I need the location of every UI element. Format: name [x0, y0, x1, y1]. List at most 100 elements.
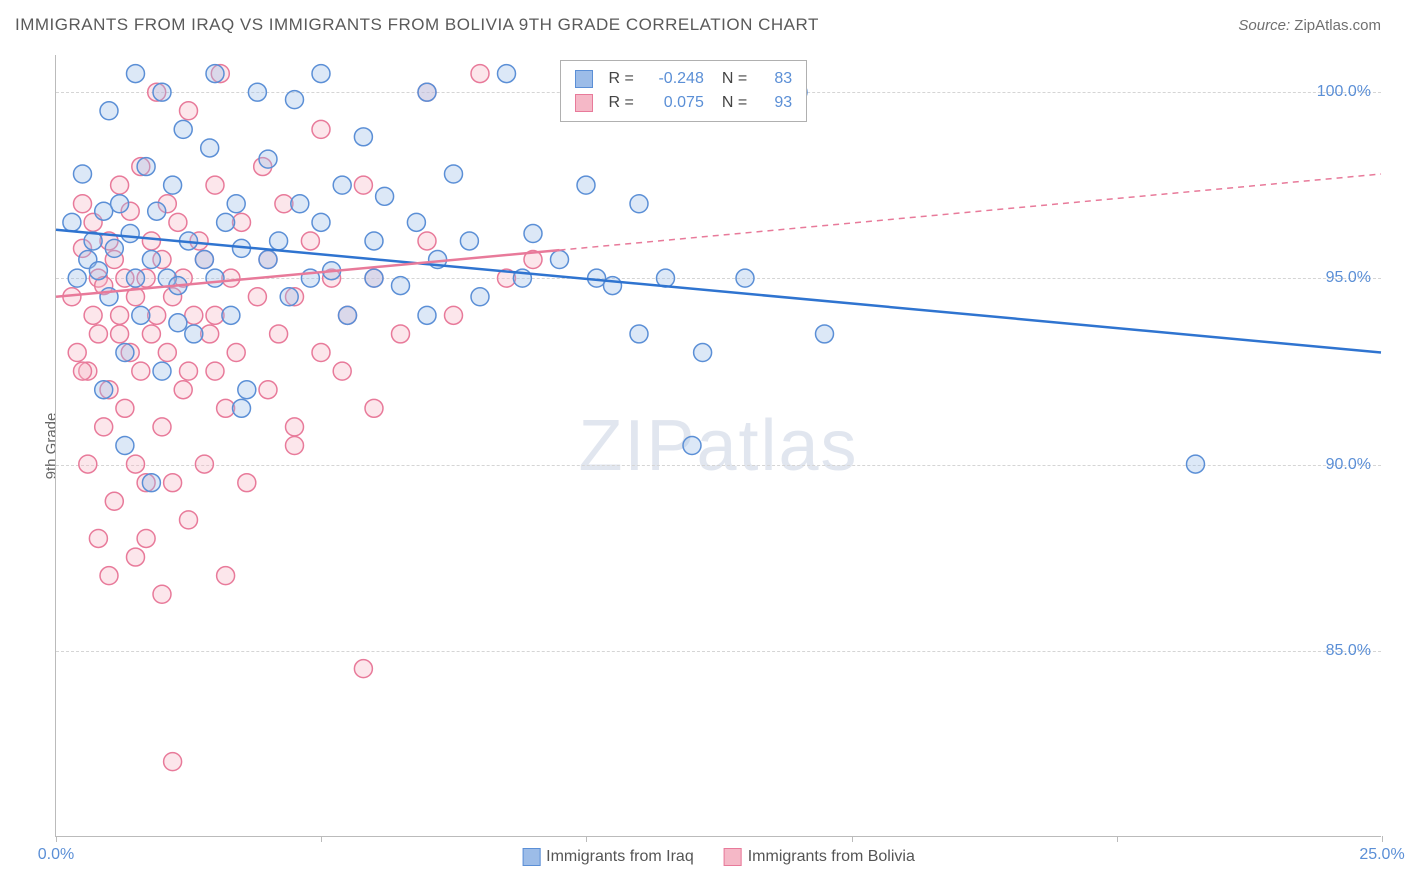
data-point: [100, 102, 118, 120]
data-point: [270, 232, 288, 250]
trend-line: [560, 174, 1382, 250]
data-point: [206, 176, 224, 194]
data-point: [195, 251, 213, 269]
data-point: [206, 269, 224, 287]
data-point: [816, 325, 834, 343]
data-point: [312, 213, 330, 231]
x-tick-mark: [56, 836, 57, 842]
data-point: [84, 306, 102, 324]
data-point: [248, 288, 266, 306]
data-point: [74, 362, 92, 380]
legend-swatch: [575, 94, 593, 112]
data-point: [116, 399, 134, 417]
data-point: [127, 548, 145, 566]
x-tick-mark: [321, 836, 322, 842]
data-point: [74, 195, 92, 213]
data-point: [132, 362, 150, 380]
data-point: [164, 753, 182, 771]
data-point: [105, 492, 123, 510]
x-tick-mark: [586, 836, 587, 842]
data-point: [376, 187, 394, 205]
data-point: [142, 232, 160, 250]
legend-item: Immigrants from Bolivia: [724, 848, 915, 866]
data-point: [291, 195, 309, 213]
data-point: [238, 474, 256, 492]
data-point: [127, 269, 145, 287]
data-point: [116, 437, 134, 455]
data-point: [445, 306, 463, 324]
data-point: [127, 455, 145, 473]
chart-title: IMMIGRANTS FROM IRAQ VS IMMIGRANTS FROM …: [15, 15, 819, 35]
data-point: [259, 251, 277, 269]
data-point: [174, 381, 192, 399]
data-point: [89, 325, 107, 343]
scatter-plot-svg: [56, 55, 1381, 836]
legend-swatch: [575, 70, 593, 88]
data-point: [238, 381, 256, 399]
data-point: [68, 344, 86, 362]
data-point: [471, 288, 489, 306]
source-label: Source: ZipAtlas.com: [1238, 17, 1381, 34]
data-point: [524, 225, 542, 243]
data-point: [180, 362, 198, 380]
data-point: [116, 344, 134, 362]
data-point: [418, 306, 436, 324]
data-point: [153, 585, 171, 603]
stats-row: R =0.075N =93: [575, 91, 793, 115]
data-point: [227, 195, 245, 213]
data-point: [1187, 455, 1205, 473]
data-point: [121, 225, 139, 243]
data-point: [736, 269, 754, 287]
data-point: [158, 344, 176, 362]
stats-row: R =-0.248N =83: [575, 67, 793, 91]
data-point: [354, 128, 372, 146]
data-point: [169, 314, 187, 332]
correlation-stats-box: R =-0.248N =83R =0.075N =93: [560, 60, 808, 122]
data-point: [551, 251, 569, 269]
data-point: [132, 306, 150, 324]
data-point: [460, 232, 478, 250]
legend-swatch: [724, 848, 742, 866]
data-point: [217, 213, 235, 231]
data-point: [604, 277, 622, 295]
data-point: [365, 399, 383, 417]
data-point: [153, 362, 171, 380]
chart-plot-area: ZIPatlas 85.0%90.0%95.0%100.0% 0.0%25.0%…: [55, 55, 1381, 837]
data-point: [89, 262, 107, 280]
data-point: [111, 306, 129, 324]
x-tick-mark: [1117, 836, 1118, 842]
data-point: [333, 362, 351, 380]
data-point: [95, 418, 113, 436]
data-point: [339, 306, 357, 324]
data-point: [259, 381, 277, 399]
data-point: [418, 83, 436, 101]
data-point: [392, 277, 410, 295]
data-point: [471, 65, 489, 83]
data-point: [68, 269, 86, 287]
x-tick-label: 0.0%: [38, 846, 74, 864]
data-point: [195, 455, 213, 473]
data-point: [248, 83, 266, 101]
data-point: [153, 83, 171, 101]
data-point: [142, 474, 160, 492]
legend-label: Immigrants from Bolivia: [748, 848, 915, 865]
data-point: [206, 65, 224, 83]
data-point: [577, 176, 595, 194]
data-point: [407, 213, 425, 231]
data-point: [333, 176, 351, 194]
data-point: [365, 269, 383, 287]
data-point: [683, 437, 701, 455]
x-tick-mark: [1382, 836, 1383, 842]
data-point: [111, 325, 129, 343]
data-point: [180, 511, 198, 529]
data-point: [222, 306, 240, 324]
data-point: [111, 176, 129, 194]
data-point: [233, 399, 251, 417]
data-point: [259, 150, 277, 168]
data-point: [312, 344, 330, 362]
data-point: [89, 529, 107, 547]
data-point: [142, 251, 160, 269]
data-point: [630, 325, 648, 343]
data-point: [286, 91, 304, 109]
x-tick-label: 25.0%: [1359, 846, 1404, 864]
